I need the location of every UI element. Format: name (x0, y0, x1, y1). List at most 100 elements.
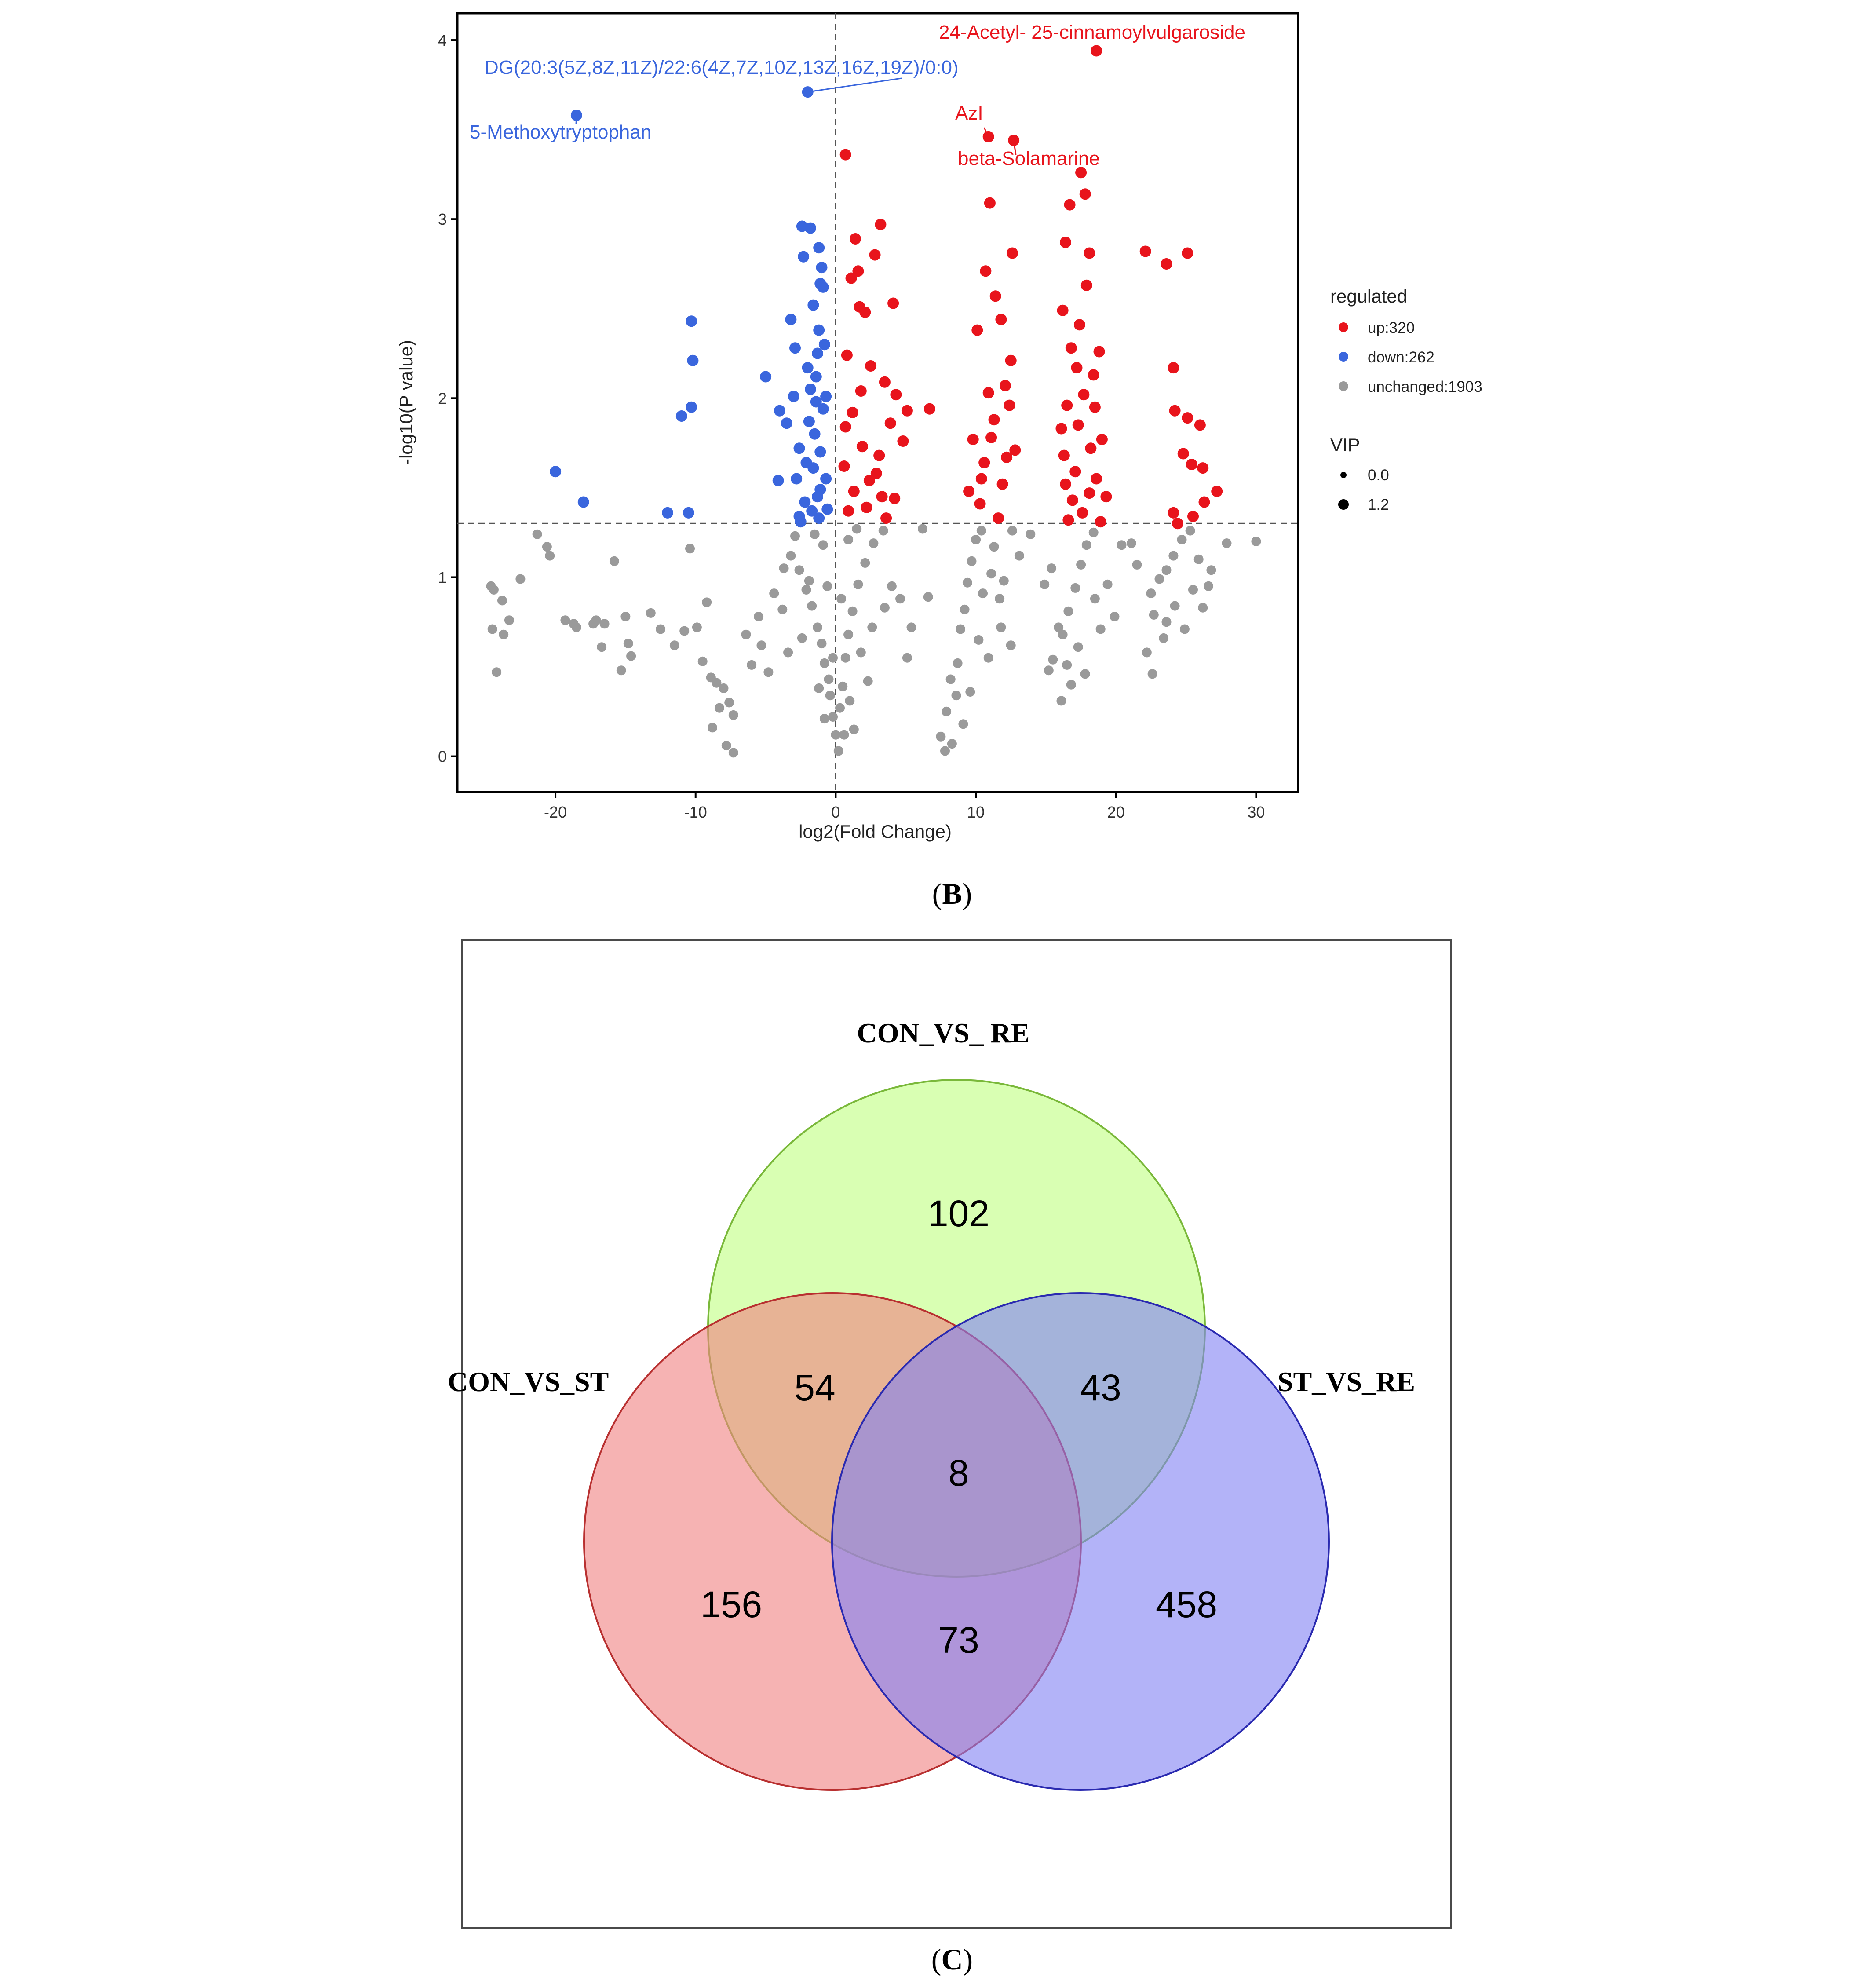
data-point-unchanged (1081, 540, 1091, 550)
data-point-down (813, 512, 825, 524)
data-point-unchanged (1222, 538, 1232, 548)
data-point-up (897, 435, 909, 447)
data-point-up (869, 249, 881, 261)
data-point-unchanged (504, 615, 514, 625)
data-point-unchanged (545, 551, 555, 561)
data-point-unchanged (1047, 563, 1057, 574)
data-point-unchanged (708, 723, 717, 733)
data-point-unchanged (887, 581, 897, 591)
data-point-unchanged (965, 687, 975, 697)
y-tick-label: 0 (438, 748, 447, 766)
data-point-unchanged (976, 526, 986, 536)
data-point-up (879, 376, 891, 388)
data-point-unchanged (995, 594, 1005, 604)
annotation-label: DG(20:3(5Z,8Z,11Z)/22:6(4Z,7Z,10Z,13Z,16… (485, 57, 959, 78)
data-point-unchanged (956, 624, 965, 634)
data-point-up (1093, 346, 1105, 358)
data-point-up (1060, 237, 1071, 248)
data-point-unchanged (1073, 642, 1083, 652)
data-point-unchanged (1066, 680, 1076, 690)
data-point-up (865, 360, 877, 372)
data-point-unchanged (669, 640, 679, 650)
data-point-unchanged (756, 640, 766, 650)
data-point-down (772, 475, 784, 486)
data-point-up (880, 512, 892, 524)
data-point-unchanged (779, 563, 789, 574)
data-point-down (683, 507, 694, 519)
data-point-unchanged (840, 653, 850, 663)
data-point-up (856, 441, 868, 453)
data-point-up (1139, 245, 1151, 257)
volcano-plot: -20 -10 0 10 20 30 0 1 2 3 4 log2(Fold Change) -lo… (396, 12, 1482, 842)
data-point-down (805, 222, 816, 234)
data-point-unchanged (721, 741, 731, 751)
data-point-unchanged (1080, 669, 1090, 679)
data-point-unchanged (1179, 624, 1190, 634)
data-point-unchanged (818, 540, 828, 550)
data-point-unchanged (1177, 535, 1187, 544)
data-point-unchanged (813, 622, 822, 632)
data-point-up (1095, 516, 1106, 528)
annotation-leader-line (983, 127, 989, 137)
data-point-up (1004, 399, 1015, 411)
x-tick-label: 30 (1247, 803, 1265, 821)
data-point-unchanged (1147, 669, 1157, 679)
data-point-down (809, 428, 821, 440)
data-point-up (1060, 478, 1071, 490)
data-point-unchanged (685, 544, 695, 554)
data-point-up (1197, 462, 1209, 474)
data-point-down (814, 484, 826, 495)
data-point-unchanged (714, 703, 724, 713)
data-point-unchanged (794, 565, 804, 575)
data-point-unchanged (825, 691, 835, 701)
data-point-down (817, 403, 829, 415)
data-point-unchanged (978, 588, 988, 599)
data-point-unchanged (880, 603, 890, 613)
data-point-up (1084, 487, 1095, 499)
data-point-down (810, 371, 822, 383)
data-point-up (989, 290, 1001, 302)
data-point-down (798, 251, 810, 263)
data-point-up (1168, 362, 1179, 374)
data-point-unchanged (895, 594, 905, 604)
data-point-unchanged (1090, 594, 1100, 604)
data-point-unchanged (1088, 527, 1099, 537)
data-point-down (788, 391, 799, 402)
data-point-unchanged (515, 574, 526, 584)
data-point-unchanged (918, 524, 927, 534)
y-axis-label: -log10(P value) (396, 340, 416, 465)
data-point-up (1079, 188, 1091, 200)
data-point-up (847, 406, 858, 418)
data-point-up (1211, 486, 1223, 497)
data-point-up (848, 486, 860, 497)
venn-count-re-str: 43 (1080, 1367, 1121, 1408)
panel-label-b: (B) (932, 877, 972, 910)
data-point-unchanged (942, 706, 952, 716)
data-point-unchanged (936, 731, 946, 742)
data-point-unchanged (609, 556, 619, 566)
data-point-unchanged (489, 585, 499, 595)
data-point-unchanged (777, 604, 788, 614)
data-point-unchanged (1198, 603, 1208, 613)
data-point-unchanged (838, 681, 848, 691)
data-point-unchanged (741, 629, 751, 639)
data-point-unchanged (783, 647, 793, 658)
legend-title-vip: VIP (1330, 435, 1360, 455)
data-point-down (550, 466, 562, 478)
data-point-unchanged (945, 674, 956, 684)
data-point-unchanged (646, 608, 656, 618)
data-point-unchanged (786, 551, 796, 561)
data-point-unchanged (487, 624, 497, 634)
venn-count-re-only: 102 (928, 1193, 989, 1234)
data-point-unchanged (1054, 622, 1064, 632)
data-point-unchanged (1132, 559, 1142, 570)
data-point-up (985, 431, 997, 443)
legend-item-down: down:262 (1368, 349, 1434, 366)
annotation-leader-line (1013, 140, 1017, 155)
data-point-unchanged (1159, 633, 1169, 643)
data-point-down (816, 262, 828, 274)
annotation-label: 24-Acetyl- 25-cinnamoylvulgaroside (939, 22, 1245, 43)
panel-label-c: (C) (931, 1943, 973, 1976)
data-point-unchanged (591, 615, 601, 625)
